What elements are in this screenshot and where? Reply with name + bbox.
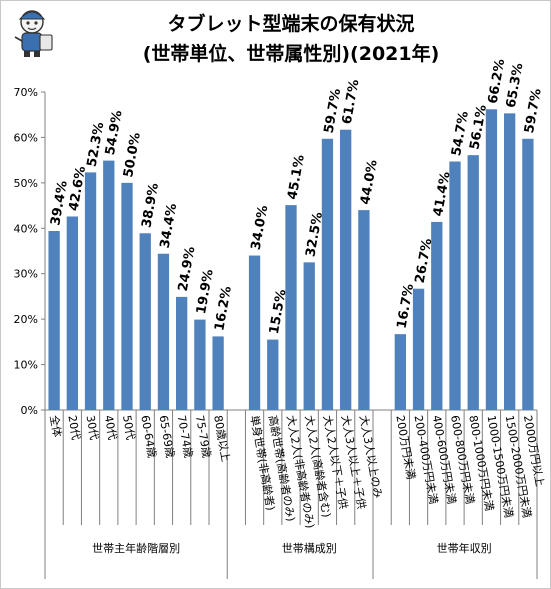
bar xyxy=(522,138,534,410)
bar xyxy=(139,233,151,410)
bar xyxy=(358,210,370,410)
x-tick-label: 65-69歳 xyxy=(156,414,176,459)
bar xyxy=(121,182,133,410)
y-tick-label: 30% xyxy=(14,268,38,281)
bar xyxy=(467,155,479,410)
group-label: 世帯年収別 xyxy=(437,541,492,555)
x-tick-label: 75-79歳 xyxy=(193,414,213,459)
y-tick-label: 60% xyxy=(14,131,38,144)
bar xyxy=(212,336,224,410)
chart-title: タブレット型端末の保有状況 xyxy=(167,13,415,35)
x-tick-label: 40代 xyxy=(102,414,119,441)
data-label: 54.7% xyxy=(449,110,472,157)
bar xyxy=(449,161,461,410)
y-tick-label: 20% xyxy=(14,313,38,326)
bar xyxy=(340,129,352,410)
data-label: 34.0% xyxy=(249,204,272,251)
x-tick-label: 60-64歳 xyxy=(138,414,158,459)
bar xyxy=(84,172,97,410)
bar xyxy=(267,339,279,410)
bar xyxy=(431,221,443,410)
bar xyxy=(412,288,425,410)
data-label: 59.7% xyxy=(522,87,545,134)
data-label: 54.9% xyxy=(103,109,126,156)
x-tick-label: 全体 xyxy=(47,414,65,438)
data-label: 24.9% xyxy=(176,246,199,293)
data-label: 61.7% xyxy=(340,78,363,125)
y-tick-label: 40% xyxy=(14,222,38,235)
y-tick-label: 0% xyxy=(21,404,38,417)
mascot-icon xyxy=(14,10,53,57)
data-label: 38.9% xyxy=(139,182,162,229)
group-label: 世帯主年齢階層別 xyxy=(92,541,180,555)
bar xyxy=(194,319,206,410)
chart-subtitle: (世帯単位、世帯属性別)(2021年) xyxy=(142,43,440,65)
data-label: 16.2% xyxy=(212,285,235,332)
bar xyxy=(321,138,334,410)
bar xyxy=(394,334,406,410)
bar xyxy=(285,205,297,410)
bar xyxy=(157,253,170,410)
bar xyxy=(504,113,516,410)
y-tick-label: 10% xyxy=(14,359,38,372)
data-label: 45.1% xyxy=(285,154,308,201)
bar xyxy=(303,262,315,410)
data-label: 34.4% xyxy=(158,202,181,249)
x-tick-label: 80歳以上 xyxy=(211,414,232,463)
x-tick-label: 50代 xyxy=(120,414,137,441)
group-label: 世帯構成別 xyxy=(282,542,337,555)
data-label: 65.3% xyxy=(504,62,527,109)
data-label: 50.0% xyxy=(121,132,144,179)
y-tick-label: 70% xyxy=(14,86,38,99)
y-tick-label: 50% xyxy=(14,177,38,190)
x-tick-label: 70-74歳 xyxy=(175,414,195,459)
bar xyxy=(48,231,60,410)
data-label: 59.7% xyxy=(322,87,345,134)
data-label: 44.0% xyxy=(358,159,381,206)
x-tick-label: 20代 xyxy=(65,414,82,441)
bar xyxy=(66,216,78,410)
bar xyxy=(176,296,188,410)
bar xyxy=(103,160,115,410)
bar xyxy=(248,255,261,410)
x-tick-label: 30代 xyxy=(84,414,101,441)
bar xyxy=(485,109,498,411)
data-label: 19.9% xyxy=(194,268,217,315)
